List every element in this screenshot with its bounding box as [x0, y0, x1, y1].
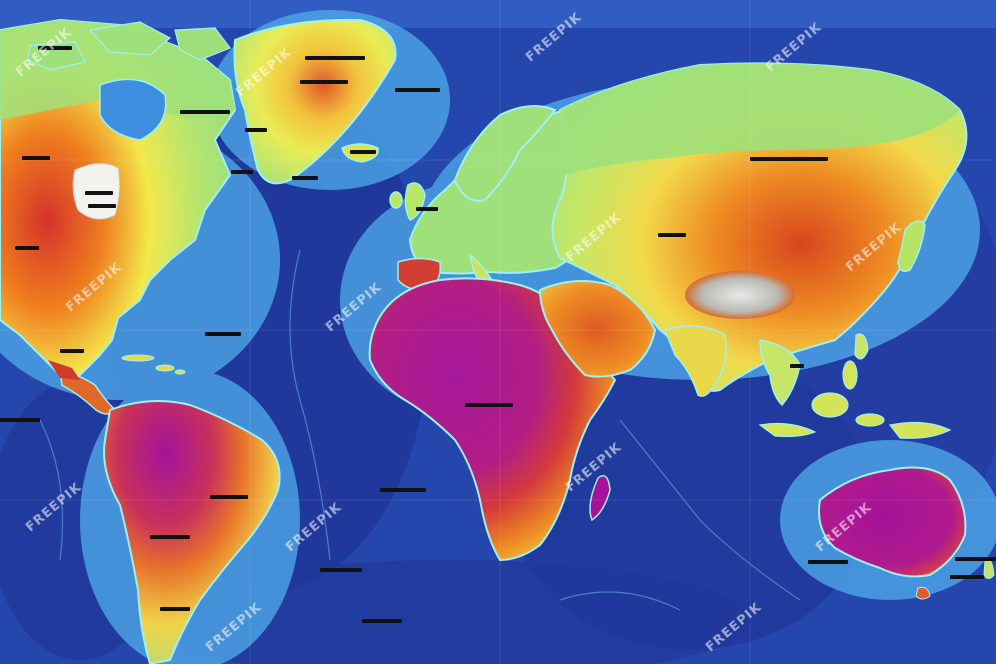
tibetan-plateau	[685, 271, 795, 319]
label-glyph-rows	[0, 46, 996, 623]
south-america	[103, 400, 281, 664]
arabia	[538, 280, 657, 378]
caribbean-islands	[121, 354, 186, 375]
australia	[818, 466, 967, 578]
british-isles	[389, 182, 426, 221]
indonesia	[758, 360, 952, 439]
greenland	[233, 18, 397, 185]
india	[663, 325, 727, 397]
africa	[368, 277, 617, 562]
arctic-islands	[27, 21, 231, 71]
hudson-bay	[99, 78, 167, 141]
japan	[897, 220, 926, 273]
madagascar	[589, 475, 611, 522]
ocean-ridges	[39, 249, 801, 611]
scandinavia	[453, 105, 557, 202]
